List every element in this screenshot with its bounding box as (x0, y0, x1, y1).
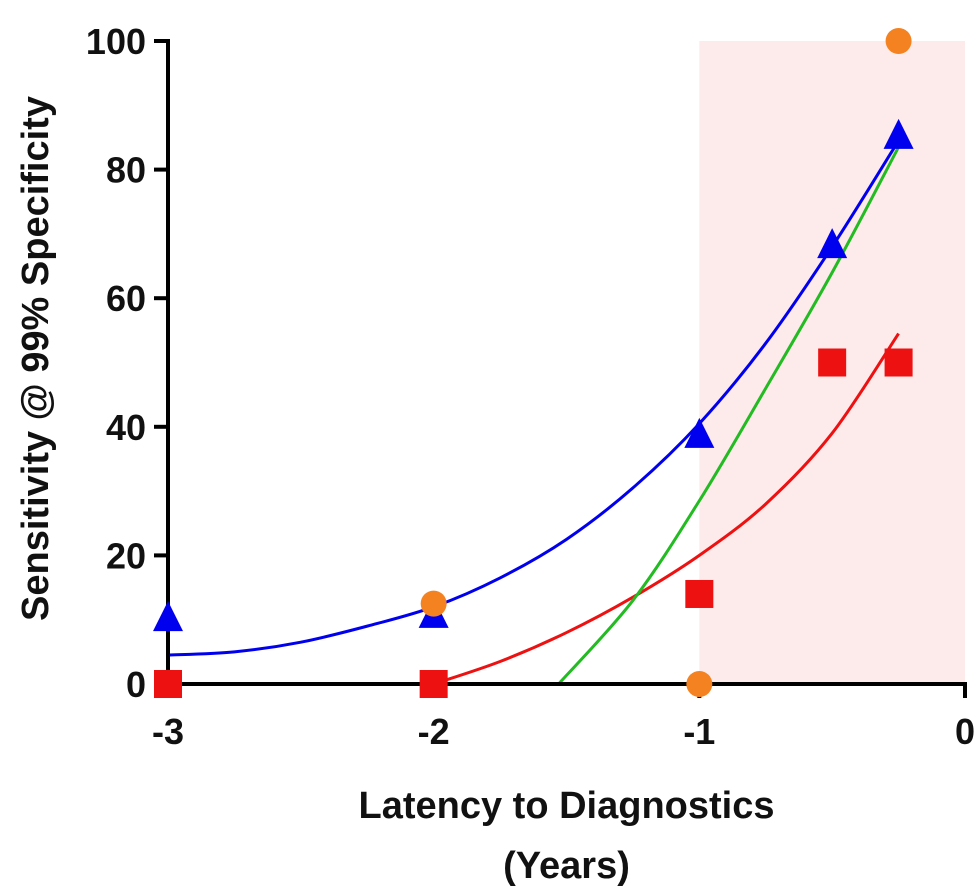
y-tick-label: 40 (106, 407, 146, 448)
circle-data-point (885, 28, 912, 54)
y-tick-label: 60 (106, 278, 146, 319)
square-data-point (884, 348, 913, 377)
square-data-point (419, 670, 448, 698)
triangle-data-point (883, 118, 914, 149)
triangle-data-point (684, 417, 715, 448)
ticks: 0 20 40 60 80 100 -3 -2 -1 0 (86, 21, 975, 752)
x-axis-title-line2: (Years) (503, 845, 630, 887)
triangle-series-fit-curve (167, 139, 900, 657)
x-axis-title-line1: Latency to Diagnostics (359, 785, 775, 827)
circle-data-point (420, 590, 447, 617)
axes (166, 39, 967, 686)
square-series-fit-curve (433, 332, 900, 686)
y-tick-label: 20 (106, 535, 146, 576)
x-tick-label: 0 (955, 711, 975, 752)
y-tick-label: 0 (126, 664, 146, 705)
square-data-point (818, 348, 847, 377)
circle-data-point (686, 671, 713, 697)
x-tick-label: -2 (418, 711, 450, 752)
y-tick-label: 80 (106, 150, 146, 191)
square-data-point (685, 579, 714, 608)
triangle-data-point (153, 601, 183, 632)
data-markers (153, 28, 914, 698)
triangle-data-point (817, 228, 848, 259)
y-axis-title: Sensitivity @ 99% Specificity (15, 96, 57, 621)
square-data-point (154, 670, 182, 698)
x-tick-label: -1 (683, 711, 715, 752)
x-tick-label: -3 (152, 711, 184, 752)
y-tick-label: 100 (86, 21, 146, 62)
